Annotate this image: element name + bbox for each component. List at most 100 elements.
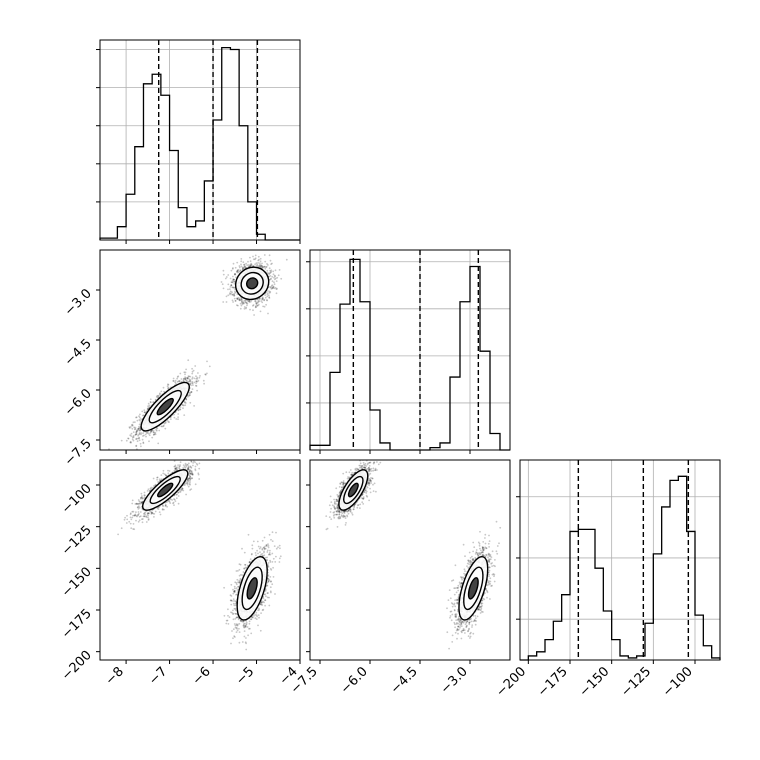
sample-point [191,382,193,384]
sample-point [237,304,239,307]
sample-point [147,514,150,517]
sample-point [186,482,189,485]
sample-point [230,284,233,287]
sample-point [183,414,186,416]
sample-point [158,429,161,432]
sample-point [227,623,230,625]
sample-point [131,510,134,513]
sample-point [135,416,137,419]
sample-point [195,384,197,387]
sample-point [252,304,255,306]
sample-point [168,421,171,423]
sample-point [188,477,190,480]
sample-point [269,269,271,272]
sample-point [144,494,146,497]
sample-point [177,502,180,505]
sample-point [158,478,161,481]
sample-point [188,394,191,396]
sample-point [177,380,180,383]
sample-point [143,512,146,515]
sample-point [141,414,144,417]
sample-point [208,365,211,368]
sample-point [160,474,163,476]
sample-point [274,286,277,289]
sample-point [143,409,146,411]
sample-point [271,262,273,265]
sample-point [271,275,274,278]
sample-point [182,467,185,469]
sample-point [267,577,269,580]
sample-point [261,262,263,265]
sample-point [127,437,129,440]
sample-point [222,287,225,290]
sample-point [256,265,259,267]
sample-point [152,430,155,432]
sample-point [185,398,188,401]
sample-point [138,416,141,419]
sample-point [252,309,254,312]
sample-point [264,267,267,270]
sample-point [257,262,259,264]
sample-point [137,520,140,523]
sample-point [196,463,199,466]
sample-point [145,516,148,519]
sample-point [177,495,180,497]
sample-point [189,478,192,481]
sample-point [195,377,198,380]
sample-point [264,296,267,299]
sample-point [189,475,192,478]
sample-point [233,590,236,592]
panel-content [117,457,282,651]
sample-point [180,488,183,491]
sample-point [272,273,275,276]
sample-point [150,488,153,490]
sample-point [261,296,264,299]
sample-point [206,372,208,375]
sample-point [274,277,277,280]
sample-point [233,287,236,289]
sample-point [166,505,169,508]
sample-point [173,460,176,462]
sample-point [257,303,260,306]
sample-point [249,264,252,267]
sample-point [148,512,150,515]
sample-point [203,457,205,459]
sample-point [238,265,241,267]
sample-point [153,433,156,435]
sample-point [135,437,138,440]
sample-point [197,379,200,382]
sample-point [138,513,140,515]
sample-point [184,466,187,469]
sample-point [162,424,165,427]
sample-point [145,515,148,517]
sample-point [269,272,271,274]
sample-point [276,276,279,279]
sample-point [261,265,263,268]
sample-point [185,465,188,468]
sample-point [153,513,156,515]
sample-point [141,501,143,504]
sample-point [188,380,191,383]
sample-point [266,293,269,296]
sample-point [132,431,135,433]
sample-point [136,440,139,443]
sample-point [154,483,157,486]
sample-point [151,511,154,514]
sample-point [254,300,256,302]
sample-point [229,290,232,293]
sample-point [143,457,145,459]
sample-point [177,375,180,378]
sample-point [189,383,192,386]
sample-point [234,300,237,302]
sample-point [233,295,236,297]
sample-point [233,294,236,297]
sample-point [143,513,145,515]
sample-point [240,260,243,263]
sample-point [250,263,253,266]
sample-point [156,476,159,479]
sample-point [152,401,155,404]
sample-point [130,424,133,426]
sample-point [191,370,194,373]
sample-point [192,462,195,464]
sample-point [152,512,155,515]
